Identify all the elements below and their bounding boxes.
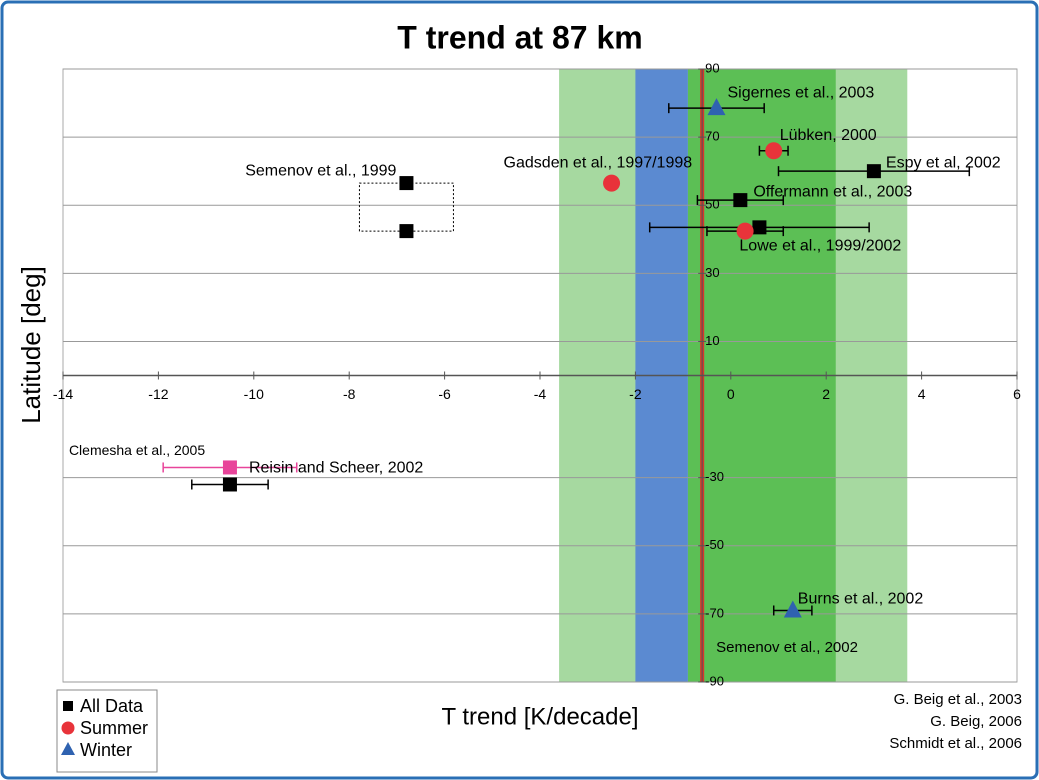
data-point bbox=[783, 600, 802, 618]
data-point bbox=[399, 176, 414, 191]
point-label: Clemesha et al., 2005 bbox=[69, 442, 205, 458]
chart-title: T trend at 87 km bbox=[397, 19, 642, 55]
y-tick-label: 50 bbox=[705, 197, 719, 212]
legend-label: Winter bbox=[80, 740, 132, 760]
legend-marker bbox=[63, 701, 73, 711]
data-point bbox=[707, 98, 726, 116]
data-point bbox=[752, 220, 767, 235]
point-label: Reisin and Scheer, 2002 bbox=[249, 460, 423, 477]
x-tick-label: -14 bbox=[53, 386, 73, 402]
data-point bbox=[765, 142, 783, 160]
legend-label: Summer bbox=[80, 718, 148, 738]
y-tick-label: -50 bbox=[705, 537, 724, 552]
grouping-box bbox=[358, 182, 454, 232]
x-tick-label: -6 bbox=[438, 386, 451, 402]
credit: Schmidt et al., 2006 bbox=[889, 735, 1022, 752]
y-tick-label: 90 bbox=[705, 60, 719, 75]
point-label: Offermann et al., 2003 bbox=[753, 183, 912, 200]
y-tick-label: 30 bbox=[705, 265, 719, 280]
credit: G. Beig, 2006 bbox=[930, 713, 1022, 730]
data-point bbox=[222, 460, 237, 475]
point-label: Gadsden et al., 1997/1998 bbox=[504, 154, 693, 171]
y-tick-label: 10 bbox=[705, 333, 719, 348]
x-tick-label: 0 bbox=[727, 386, 735, 402]
y-tick-label: -30 bbox=[705, 469, 724, 484]
x-tick-label: 6 bbox=[1013, 386, 1021, 402]
y-tick-label: -90 bbox=[705, 673, 724, 688]
data-point bbox=[866, 164, 881, 179]
point-label: Sigernes et al., 2003 bbox=[727, 84, 874, 101]
point-label: Burns et al., 2002 bbox=[798, 591, 924, 608]
x-tick-label: 4 bbox=[918, 386, 926, 402]
x-tick-label: 2 bbox=[822, 386, 830, 402]
data-point bbox=[736, 222, 754, 240]
point-label: Semenov et al., 1999 bbox=[245, 162, 396, 179]
y-tick-label: -70 bbox=[705, 605, 724, 620]
y-tick-label: 70 bbox=[705, 129, 719, 144]
y-axis-title: Latitude [deg] bbox=[16, 266, 46, 424]
reference-label: Semenov et al., 2002 bbox=[716, 639, 858, 656]
data-point bbox=[603, 174, 621, 192]
credit: G. Beig et al., 2003 bbox=[894, 691, 1022, 708]
point-label: Lowe et al., 1999/2002 bbox=[739, 238, 901, 255]
data-point bbox=[733, 193, 748, 208]
legend-marker bbox=[61, 721, 75, 735]
point-label: Espy et al, 2002 bbox=[886, 154, 1001, 171]
x-tick-label: -12 bbox=[148, 386, 168, 402]
point-label: Lübken, 2000 bbox=[780, 127, 877, 144]
x-tick-label: -10 bbox=[244, 386, 264, 402]
x-tick-label: -8 bbox=[343, 386, 356, 402]
data-point bbox=[222, 477, 237, 492]
legend-label: All Data bbox=[80, 696, 144, 716]
x-tick-label: -4 bbox=[534, 386, 547, 402]
legend-marker bbox=[61, 742, 75, 755]
x-tick-label: -2 bbox=[629, 386, 642, 402]
x-axis-title: T trend [K/decade] bbox=[441, 703, 638, 730]
